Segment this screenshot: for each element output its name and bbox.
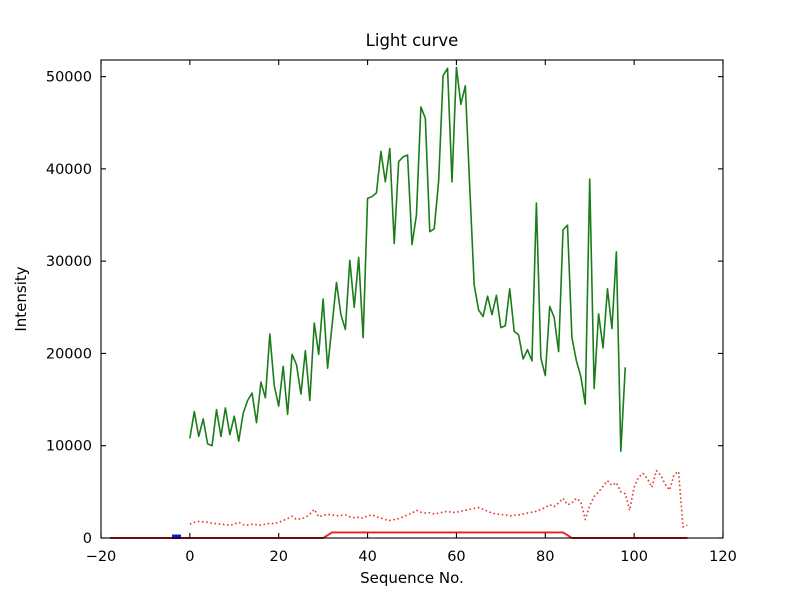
x-axis-label: Sequence No. [360, 569, 464, 587]
y-tick-label: 10000 [46, 439, 92, 455]
y-tick-label: 50000 [46, 70, 92, 86]
x-tick-label: 60 [447, 549, 465, 565]
chart-title: Light curve [366, 31, 459, 50]
axes-group: −20 0 20 40 60 80 100 120 0 10000 20000 30000 40000 5… [46, 59, 737, 565]
series-background-intensity [189, 469, 688, 528]
series-source-intensity [189, 66, 627, 453]
y-tick-label: 40000 [46, 162, 92, 178]
y-tick-label: 20000 [46, 346, 92, 362]
x-tick-label: 120 [709, 549, 737, 565]
y-tick-label: 30000 [46, 254, 92, 270]
x-tick-label: 80 [536, 549, 554, 565]
x-tick-label: 100 [620, 549, 648, 565]
y-axis-label: Intensity [12, 266, 30, 331]
x-tick-label: −20 [86, 549, 117, 565]
plot-frame [100, 59, 724, 539]
x-tick-label: 20 [269, 549, 287, 565]
x-tick-label: 40 [358, 549, 376, 565]
y-tick-label: 0 [83, 531, 92, 547]
x-tick-label: 0 [185, 549, 194, 565]
